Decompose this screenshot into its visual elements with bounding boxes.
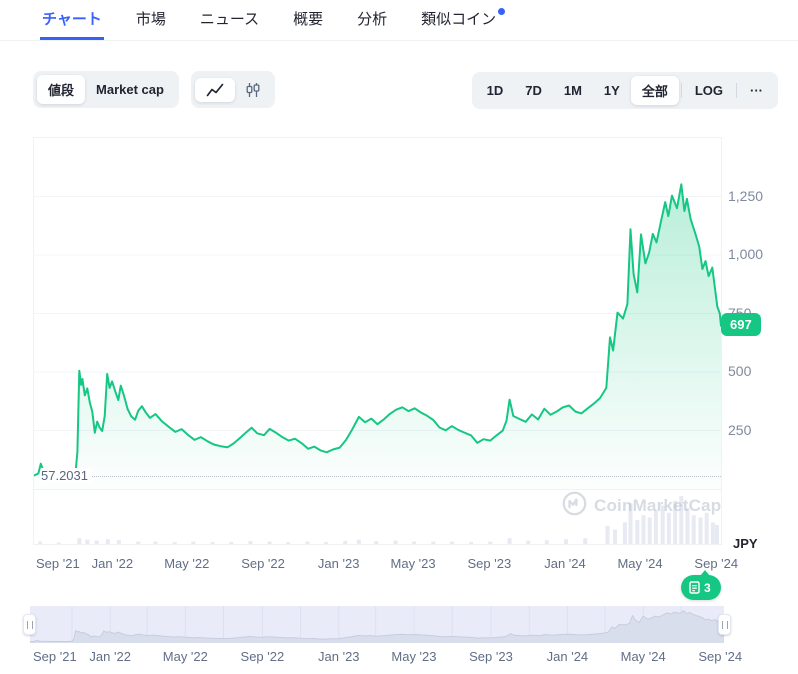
tab-bar: チャート 市場 ニュース 概要 分析 類似コイン: [0, 0, 798, 41]
navigator-right-handle[interactable]: [718, 614, 731, 635]
x-tick-label: Sep '23: [467, 556, 512, 571]
x-tick-label: May '23: [391, 649, 437, 664]
range-button-1D[interactable]: 1D: [486, 83, 504, 98]
navigator-silhouette: [30, 606, 724, 643]
y-tick-label: 250: [728, 421, 752, 438]
x-tick-label: Sep '21: [36, 556, 80, 571]
candlestick-chart-button[interactable]: [235, 77, 271, 103]
metric-toggle: 値段 Market cap: [33, 71, 179, 108]
tab-ニュース[interactable]: ニュース: [199, 11, 260, 28]
panel-separator: [34, 489, 721, 490]
left-controls: 値段 Market cap: [33, 71, 275, 108]
range-button-7D[interactable]: 7D: [525, 83, 542, 98]
watermark: CoinMarketCap: [562, 491, 721, 521]
x-tick-label: Sep '22: [240, 649, 285, 664]
x-tick-label: Sep '23: [469, 649, 513, 664]
x-tick-label: May '22: [164, 556, 210, 571]
line-chart-button[interactable]: [194, 77, 235, 102]
x-tick-label: Jan '22: [89, 649, 131, 664]
y-tick-label: 1,250: [728, 187, 764, 204]
tab-類似コイン[interactable]: 類似コイン: [419, 8, 506, 40]
y-tick-label: 1,000: [728, 246, 764, 262]
badge-pointer: [700, 570, 710, 576]
volume-bars: [38, 496, 719, 544]
tab-分析[interactable]: 分析: [357, 11, 388, 28]
range-button-全部[interactable]: 全部: [630, 76, 679, 105]
chart-toolbar: 値段 Market cap: [0, 71, 798, 109]
divider: [680, 83, 682, 98]
metric-option-値段[interactable]: 値段: [37, 75, 86, 104]
x-tick-label: Jan '22: [91, 556, 134, 571]
candlestick-icon: [246, 82, 260, 98]
x-tick-label: Jan '23: [318, 649, 360, 664]
x-tick-label: Sep '24: [698, 649, 743, 664]
all-time-low-line: [91, 476, 721, 477]
new-indicator-dot: [498, 8, 506, 15]
chart-navigator[interactable]: [23, 606, 731, 643]
x-tick-label: May '22: [162, 649, 208, 664]
x-tick-label: Jan '24: [546, 649, 589, 664]
x-tick-label: Jan '23: [317, 556, 360, 571]
watermark-text: CoinMarketCap: [594, 496, 722, 515]
coinmarketcap-logo-icon: [562, 491, 587, 521]
tab-概要[interactable]: 概要: [293, 11, 324, 28]
tab-市場[interactable]: 市場: [135, 11, 166, 28]
divider: [736, 83, 737, 98]
price-chart[interactable]: 57.2031 CoinMarketCap: [33, 137, 722, 545]
tab-チャート[interactable]: チャート: [40, 12, 104, 40]
last-price-badge: 697: [721, 313, 761, 336]
news-annotation-badge[interactable]: 3: [681, 570, 721, 600]
range-button-1Y[interactable]: 1Y: [603, 83, 620, 98]
navigator-left-handle[interactable]: [23, 614, 36, 635]
chart-type-toggle: [190, 71, 275, 108]
x-tick-label: Sep '24: [694, 556, 739, 571]
news-count: 3: [704, 580, 711, 595]
x-tick-label: May '24: [620, 649, 666, 664]
time-range-buttons: 1D 7D 1M 1Y 全部 LOG ···: [471, 72, 778, 109]
range-button-LOG[interactable]: LOG: [694, 83, 723, 98]
currency-label: JPY: [733, 536, 758, 551]
range-button-1M[interactable]: 1M: [563, 83, 582, 98]
x-tick-label: May '24: [617, 556, 663, 571]
news-doc-icon: [689, 581, 700, 594]
y-tick-label: 500: [728, 363, 752, 379]
more-options-button[interactable]: ···: [750, 83, 763, 98]
metric-option-Market cap[interactable]: Market cap: [96, 82, 164, 97]
x-tick-label: Sep '21: [33, 649, 77, 664]
price-area-chart: [34, 183, 721, 489]
x-tick-label: Sep '22: [241, 556, 285, 571]
x-tick-label: May '23: [390, 556, 436, 571]
line-chart-icon: [206, 83, 224, 97]
x-tick-label: Jan '24: [544, 556, 586, 571]
all-time-low-label: 57.2031: [41, 468, 92, 483]
